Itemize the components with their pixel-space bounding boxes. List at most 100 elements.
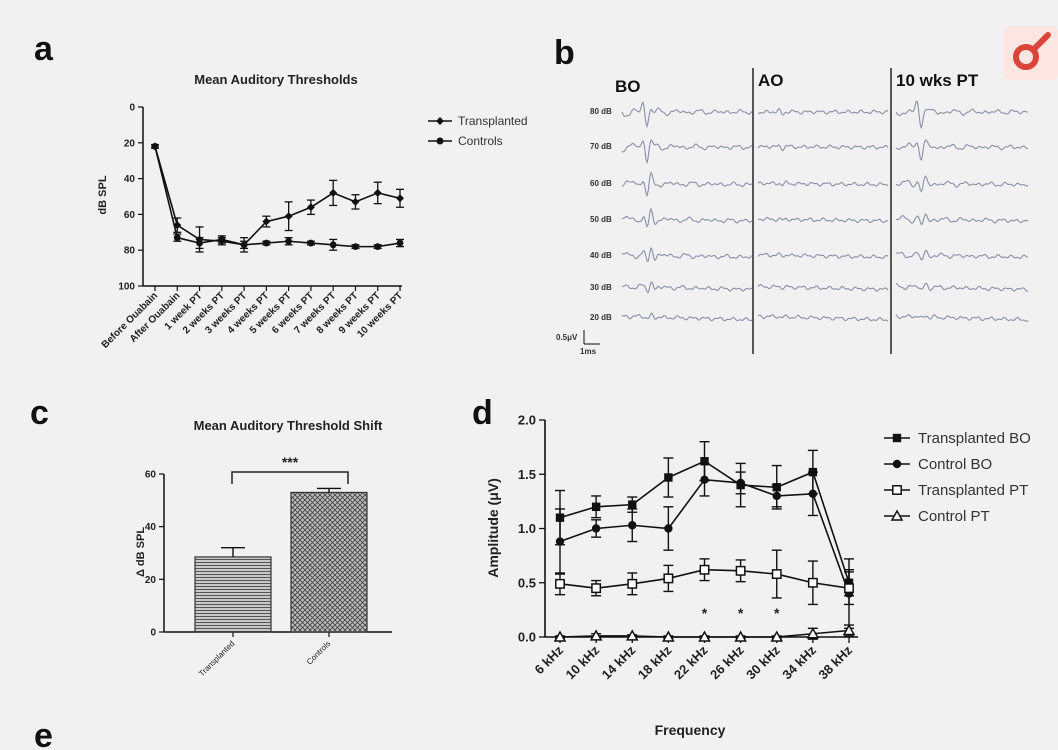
data-point <box>218 236 226 243</box>
legend-label-control-bo: Control BO <box>918 456 992 473</box>
chart-c-ytick-40: 40 <box>145 522 157 533</box>
legend-item-transplanted: Transplanted <box>428 114 528 128</box>
legend-marker <box>892 459 902 469</box>
data-point <box>735 565 746 576</box>
data-point <box>589 629 603 641</box>
abr-trace-50-db-ao <box>757 216 889 224</box>
legend-item-control-pt: Control PT <box>884 508 990 525</box>
abr-trace-20-db-ao <box>757 314 889 322</box>
chart-a: Mean Auditory Thresholds dB SPL 0 20 40 60 8… <box>97 72 528 351</box>
scale-bar: 0.5μV 1ms <box>556 330 600 356</box>
row-label-30-db: 30 dB <box>590 283 612 292</box>
chart-d-ylabel: Amplitude (μV) <box>485 478 501 578</box>
significance-label-c: *** <box>282 454 299 470</box>
chart-d-xtick-14-khz: 14 kHz <box>599 642 639 682</box>
legend-item-transplanted-bo: Transplanted BO <box>884 430 1031 447</box>
series-transplanted-pt <box>555 549 854 606</box>
data-point <box>628 521 637 530</box>
chart-c-xtick-controls: Controls <box>305 639 332 666</box>
data-point <box>351 197 360 206</box>
data-point <box>352 243 359 251</box>
chart-d-xtick-10-khz: 10 kHz <box>563 642 603 682</box>
chart-c-title: Mean Auditory Threshold Shift <box>194 418 383 433</box>
data-point <box>808 489 818 498</box>
chart-d-xtick-18-khz: 18 kHz <box>635 642 675 682</box>
row-label-80-db: 80 dB <box>590 107 612 116</box>
abr-trace-30-db-bo <box>621 281 753 294</box>
chart-d-xtick-38-khz: 38 kHz <box>815 642 855 682</box>
data-point <box>307 239 315 247</box>
abr-trace-50-db-10-wks-pt <box>895 213 1029 226</box>
chart-d-significance: * * * <box>702 605 780 621</box>
data-point <box>807 577 818 588</box>
chart-c-ytick-0: 0 <box>150 628 156 639</box>
abr-trace-80-db-10-wks-pt <box>895 100 1029 130</box>
data-point <box>734 630 747 642</box>
chart-a-ytick-20: 20 <box>124 138 136 149</box>
chart-d-xtick-30-khz: 30 kHz <box>743 642 783 682</box>
chart-c-ytick-20: 20 <box>145 575 157 586</box>
abr-trace-40-db-bo <box>621 246 753 263</box>
chart-a-ytick-40: 40 <box>124 174 136 185</box>
data-point <box>664 473 673 482</box>
data-point <box>842 623 856 636</box>
data-point <box>373 188 382 197</box>
data-point <box>700 475 709 484</box>
data-point <box>664 524 673 533</box>
chart-d-xtick-26-khz: 26 kHz <box>707 642 747 682</box>
abr-trace-20-db-bo <box>621 312 753 322</box>
column-label-10wks: 10 wks PT <box>896 71 979 90</box>
chart-d-ytick-1-0: 1.0 <box>518 521 536 536</box>
chart-a-ytick-60: 60 <box>124 210 136 221</box>
abr-trace-30-db-10-wks-pt <box>895 282 1029 292</box>
chart-d-ytick-2-0: 2.0 <box>518 413 536 428</box>
abr-row-labels: 80 dB 70 dB 60 dB 50 dB 40 dB 30 dB 20 dB <box>590 107 612 322</box>
bar-controls <box>290 491 368 633</box>
series-control-pt <box>553 623 856 642</box>
chart-c: Mean Auditory Threshold Shift Δ dB SPL 0… <box>135 418 392 678</box>
series-controls <box>151 142 404 251</box>
row-label-50-db: 50 dB <box>590 215 612 224</box>
panel-label-b: b <box>554 34 575 72</box>
abr-trace-20-db-10-wks-pt <box>895 314 1029 322</box>
chart-a-ytick-100: 100 <box>118 282 135 293</box>
data-point <box>553 630 567 642</box>
chart-d-xlabel: Frequency <box>655 722 726 738</box>
row-label-70-db: 70 dB <box>590 142 612 151</box>
data-point <box>699 564 710 575</box>
significance-bracket <box>231 471 349 484</box>
abr-trace-70-db-bo <box>621 139 753 165</box>
chart-d-ytick-0-5: 0.5 <box>518 575 536 590</box>
data-point <box>555 578 565 589</box>
chart-a-ytick-80: 80 <box>124 246 136 257</box>
data-point <box>627 578 638 589</box>
chart-d-ytick-1-5: 1.5 <box>518 467 536 482</box>
legend-label-transplanted-pt: Transplanted PT <box>918 482 1028 499</box>
data-point <box>663 573 674 584</box>
column-label-ao: AO <box>758 71 784 90</box>
abr-trace-30-db-ao <box>757 284 889 292</box>
data-point <box>625 629 639 641</box>
series-line-controls <box>154 146 401 248</box>
abr-trace-70-db-ao <box>757 144 889 152</box>
chart-c-ylabel: Δ dB SPL <box>135 527 147 577</box>
legend-label-transplanted: Transplanted <box>458 114 528 128</box>
legend-marker <box>892 433 902 443</box>
data-point <box>844 583 854 594</box>
significance-star: * <box>738 605 744 621</box>
abr-trace-60-db-ao <box>757 180 889 187</box>
chart-c-bars <box>194 487 368 633</box>
data-point <box>591 524 601 533</box>
abr-trace-40-db-10-wks-pt <box>895 249 1029 261</box>
chart-c-xtick-transplanted: Transplanted <box>197 639 236 678</box>
chart-d-series <box>553 441 856 642</box>
series-control-bo <box>555 462 854 630</box>
data-point <box>196 239 203 247</box>
significance-star: * <box>702 605 708 621</box>
data-point <box>770 630 784 642</box>
series-line-transplanted <box>154 146 401 246</box>
data-point <box>700 457 709 466</box>
abr-traces-b: BO AO 10 wks PT 80 dB 70 dB 60 dB 50 dB 40 d… <box>556 68 1029 356</box>
scale-voltage: 0.5μV <box>556 333 578 342</box>
